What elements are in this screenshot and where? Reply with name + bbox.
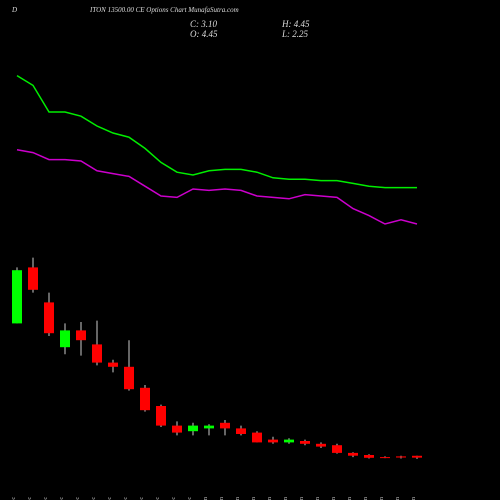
x-tick-label: 17 Dec (43, 497, 49, 500)
candle-body (220, 422, 230, 429)
x-tick-label: 18 Dec (59, 497, 65, 500)
x-tick-label: 20 Dec (91, 497, 97, 500)
candle-body (140, 387, 150, 411)
candle-body (268, 439, 278, 443)
x-tick-label: 15 Jan (363, 497, 369, 500)
candle-body (44, 302, 54, 334)
candle-body (172, 425, 182, 433)
candle-body (316, 443, 326, 447)
moving-average-line (16, 74, 417, 189)
candle-body (124, 366, 134, 390)
x-tick-label: 27 Dec (155, 497, 161, 500)
x-tick-label: 14 Jan (347, 497, 353, 500)
info-low: L: 2.25 (281, 29, 309, 39)
candle-body (332, 445, 342, 453)
x-tick-label: 21 Jan (411, 497, 417, 500)
x-tick-label: 31 Dec (187, 497, 193, 500)
candle-body (284, 439, 294, 443)
candle-body (156, 406, 166, 426)
info-close: C: 3.10 (190, 19, 218, 29)
x-tick-label: 07 Jan (267, 497, 273, 500)
candle-body (188, 425, 198, 432)
x-tick-label: 13 Dec (11, 497, 17, 500)
info-high: H: 4.45 (281, 19, 310, 29)
x-tick-label: 26 Dec (139, 497, 145, 500)
x-tick-label: 30 Dec (171, 497, 177, 500)
candle-body (412, 455, 422, 458)
candle-body (380, 457, 390, 459)
candle-body (204, 425, 214, 429)
x-tick-label: 23 Dec (107, 497, 113, 500)
candle-body (364, 455, 374, 458)
moving-average-line (16, 149, 418, 225)
x-tick-label: 03 Jan (235, 497, 241, 500)
candle-body (252, 432, 262, 443)
candle-body (348, 452, 358, 456)
symbol-mark: D (11, 6, 17, 14)
x-tick-label: 24 Dec (123, 497, 129, 500)
candle-body (236, 428, 246, 434)
x-tick-label: 02 Jan (219, 497, 225, 500)
candle-body (92, 344, 102, 363)
candle-body (108, 362, 118, 367)
x-tick-label: 19 Dec (75, 497, 81, 500)
x-tick-label: 01 Jan (203, 497, 209, 500)
candle-body (60, 330, 70, 348)
x-tick-label: 13 Jan (331, 497, 337, 500)
candle-body (28, 267, 38, 290)
candle-body (76, 330, 86, 341)
x-tick-label: 20 Jan (395, 497, 401, 500)
chart-title: ITON 13500.00 CE Options Chart MunafaSut… (89, 6, 239, 14)
candle-body (396, 456, 406, 458)
x-tick-label: 09 Jan (299, 497, 305, 500)
candle-body (300, 441, 310, 444)
x-tick-label: 08 Jan (283, 497, 289, 500)
info-open: O: 4.45 (190, 29, 218, 39)
x-tick-label: 10 Jan (315, 497, 321, 500)
x-tick-label: 06 Jan (251, 497, 257, 500)
x-tick-label: 16 Dec (27, 497, 33, 500)
candle-body (12, 270, 22, 324)
x-tick-label: 16 Jan (379, 497, 385, 500)
